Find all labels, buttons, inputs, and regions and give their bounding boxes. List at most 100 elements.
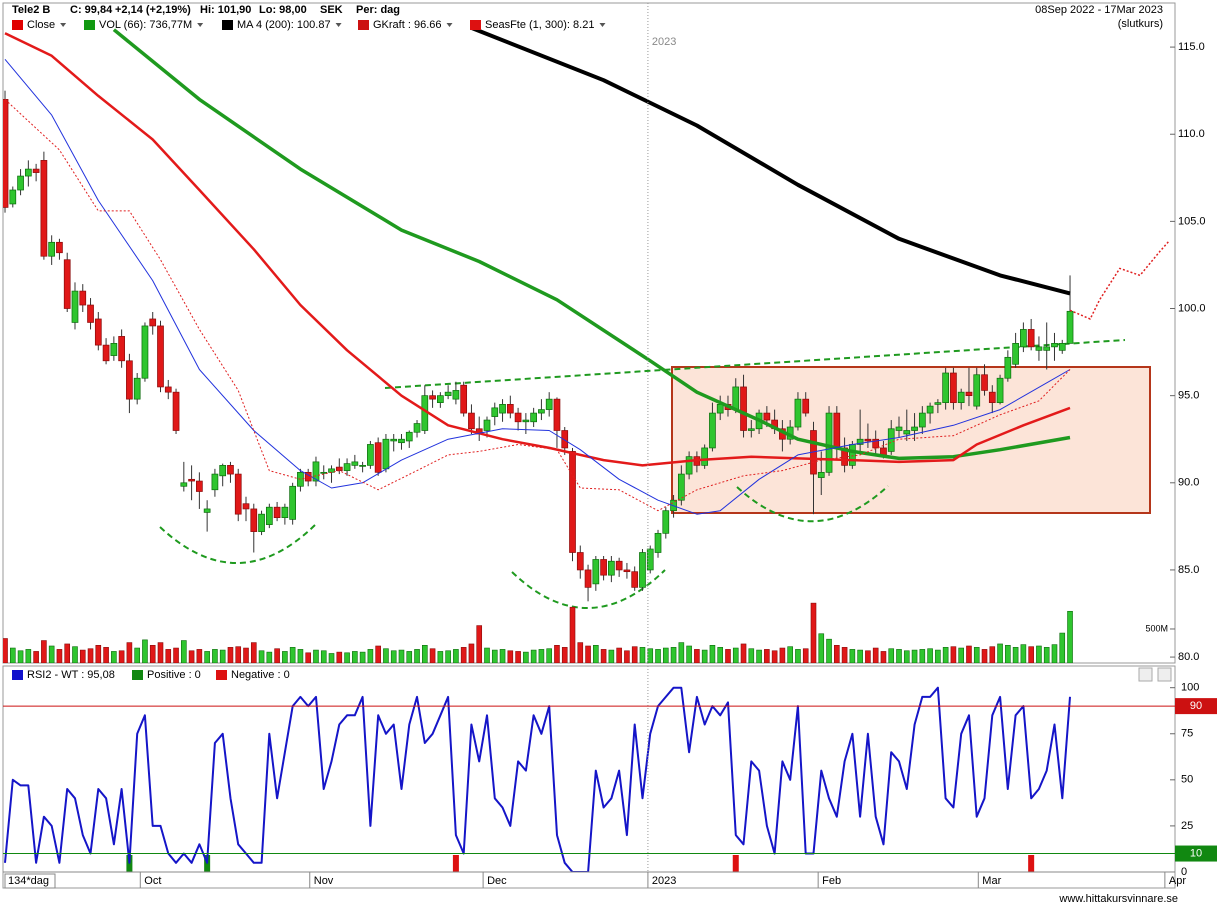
volume-bar <box>950 646 957 663</box>
candle-body <box>1004 356 1012 379</box>
candle-body <box>110 343 118 356</box>
volume-bar <box>678 642 685 663</box>
candle-body <box>335 466 343 471</box>
volume-bar <box>3 638 8 663</box>
volume-bar <box>165 649 172 663</box>
level-label: 10 <box>1190 847 1202 859</box>
volume-bar <box>453 649 459 663</box>
candle-body <box>677 473 685 501</box>
legend-label: Positive : 0 <box>147 669 201 681</box>
candle-body <box>716 404 724 414</box>
candle-body <box>94 318 102 346</box>
range-box <box>671 366 1151 514</box>
volume-bar <box>585 645 591 663</box>
candle-body <box>506 404 514 414</box>
period: Per: dag <box>356 4 400 16</box>
close-button[interactable] <box>1157 667 1172 682</box>
legend-swatch <box>470 20 481 30</box>
volume-bar <box>577 642 584 663</box>
period-box <box>4 873 56 889</box>
candle-body <box>817 471 825 478</box>
volume-bar <box>686 645 692 663</box>
candle-body <box>592 559 600 585</box>
pattern-arc <box>159 524 316 564</box>
candle-body <box>203 508 211 513</box>
volume-bar <box>367 649 374 663</box>
x-tick-label: Dec <box>487 875 507 887</box>
candle-body <box>444 391 452 397</box>
legend-dropdown <box>446 23 453 27</box>
overlay: Tele2 B C: 99,84 +2,14 (+2,19%) Hi: 101,… <box>3 3 1217 905</box>
volume-bar <box>530 649 537 663</box>
candle-body <box>522 419 530 423</box>
level-box <box>1175 845 1217 862</box>
candle-body <box>740 386 747 431</box>
candle-body <box>926 405 934 414</box>
volume-bar <box>662 647 669 663</box>
price-panel <box>2 2 1176 664</box>
period-count: 134*dag <box>8 875 49 887</box>
volume-bar <box>942 647 949 663</box>
volume-bar <box>383 648 389 663</box>
candle-body <box>973 374 981 407</box>
candle-body <box>794 398 802 428</box>
candle-body <box>895 426 903 431</box>
volume-bar <box>670 647 677 663</box>
candle-body <box>3 99 9 208</box>
volume-bar <box>764 649 770 663</box>
volume-bar <box>188 650 195 663</box>
candle-body <box>615 560 623 571</box>
volume-bar <box>771 650 778 663</box>
candle-body <box>1043 346 1051 351</box>
legend-swatch <box>132 670 143 680</box>
candle-body <box>359 465 366 467</box>
volume-bar <box>149 645 156 663</box>
volume-bar <box>1067 610 1073 663</box>
candle-body <box>1051 343 1058 348</box>
candle-body <box>903 430 911 435</box>
y-tick-label: 85.0 <box>1178 564 1199 576</box>
volume-bar <box>289 647 296 663</box>
candle-body <box>157 325 164 388</box>
volume-bar <box>849 649 856 663</box>
candle-body <box>219 465 227 477</box>
y-tick-label: 80.0 <box>1178 651 1199 663</box>
volume-bar <box>17 650 24 663</box>
candle-body <box>514 412 522 423</box>
volume-bar <box>173 647 179 663</box>
candle-body <box>965 391 973 397</box>
indicator-line <box>4 58 1071 515</box>
volume-bar <box>126 642 133 663</box>
volume-bar <box>437 651 444 663</box>
volume-bar <box>1005 645 1011 663</box>
legend-swatch <box>222 20 233 30</box>
candle-body <box>911 426 918 431</box>
volume-bar <box>414 649 420 663</box>
volume-bar <box>204 651 210 663</box>
candle-body <box>584 569 592 588</box>
candle-body <box>763 412 771 421</box>
legend-label: MA 4 (200): 100.87 <box>237 19 331 31</box>
candle-body <box>133 377 141 400</box>
candle-body <box>981 374 988 391</box>
candle-body <box>172 391 180 431</box>
volume-bar <box>857 649 863 663</box>
volume-bar <box>336 651 343 663</box>
candle-body <box>553 398 561 431</box>
symbol: Tele2 B <box>12 4 50 16</box>
indicator-line <box>1069 240 1170 320</box>
candle-body <box>872 438 880 449</box>
volume-bar <box>344 652 350 663</box>
volume-bar <box>95 645 102 663</box>
candle-body <box>646 548 654 571</box>
price-plot <box>3 26 1170 663</box>
volume-tick-label: 500M <box>1145 623 1168 633</box>
candle-body <box>48 241 56 257</box>
x-tick-label: Apr <box>1169 875 1186 887</box>
signal-bar <box>732 855 739 872</box>
volume-bar <box>48 645 55 663</box>
volume-bar <box>352 651 358 663</box>
zoom-button[interactable] <box>1138 667 1153 682</box>
y-tick-label: 100.0 <box>1178 302 1206 314</box>
candle-body <box>164 386 172 393</box>
